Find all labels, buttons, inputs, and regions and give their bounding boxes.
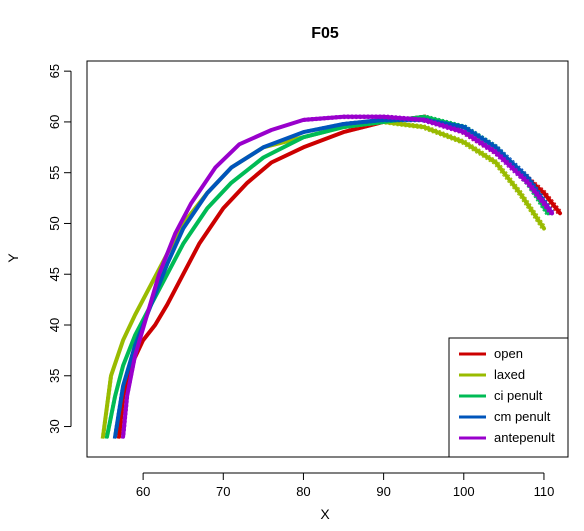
x-tick-label-4: 100	[453, 484, 475, 499]
x-axis-label: X	[320, 506, 330, 522]
x-axis: 60 70 80 90 100 110	[136, 472, 555, 499]
series-line-antepenult	[121, 114, 554, 439]
y-tick-label-0: 30	[47, 419, 62, 433]
y-tick-label-3: 45	[47, 267, 62, 281]
y-tick-label-5: 55	[47, 165, 62, 179]
legend-label-ci-penult: ci penult	[494, 388, 543, 403]
y-tick-label-1: 35	[47, 369, 62, 383]
legend-label-antepenult: antepenult	[494, 430, 555, 445]
x-tick-label-1: 70	[216, 484, 230, 499]
plot-frame	[86, 60, 569, 458]
legend-label-cm-penult: cm penult	[494, 409, 551, 424]
x-tick-label-2: 80	[296, 484, 310, 499]
legend-label-open: open	[494, 346, 523, 361]
x-tick-label-0: 60	[136, 484, 150, 499]
y-tick-label-2: 40	[47, 318, 62, 332]
legend-label-laxed: laxed	[494, 367, 525, 382]
chart-title: F05	[311, 25, 339, 42]
x-tick-label-5: 110	[534, 484, 555, 499]
y-tick-label-4: 50	[47, 216, 62, 230]
x-tick-label-3: 90	[376, 484, 390, 499]
y-tick-label-7: 65	[47, 64, 62, 78]
y-tick-label-6: 60	[47, 115, 62, 129]
series-layer	[100, 114, 563, 439]
y-axis-label: Y	[5, 253, 21, 263]
y-axis: 30 35 40 45 50 55 60 65	[47, 64, 72, 434]
series-band-cm-penult-1	[116, 117, 555, 435]
legend: open laxed ci penult cm penult antepenult	[448, 337, 569, 458]
